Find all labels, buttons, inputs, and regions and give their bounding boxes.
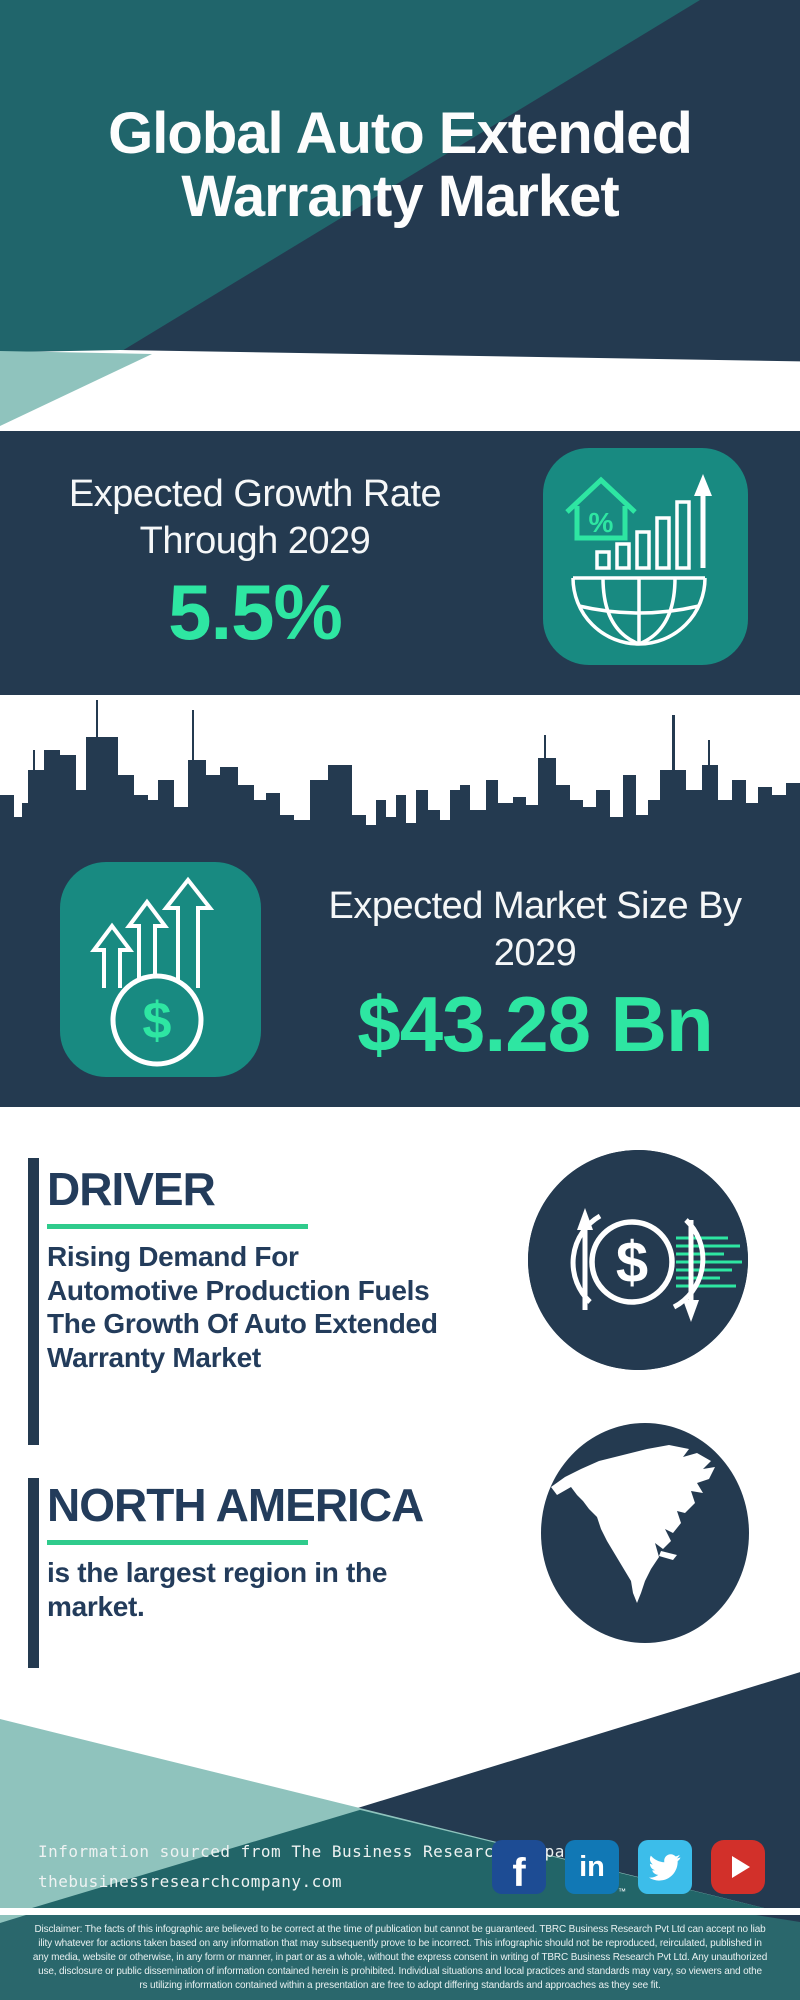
youtube-icon[interactable]	[711, 1840, 765, 1894]
growth-rate-card: Expected Growth Rate Through 2029 5.5% %	[0, 431, 800, 695]
svg-text:$: $	[143, 992, 172, 1050]
driver-text-line: Automotive Production Fuels	[47, 1274, 430, 1306]
disclaimer-line: rs utilizing information contained withi…	[139, 1979, 661, 1991]
disclaimer-band: Disclaimer: The facts of this infographi…	[0, 1915, 800, 2000]
page-title: Global Auto Extended Warranty Market	[108, 101, 693, 229]
linkedin-tm-mark: ™	[618, 1887, 626, 1896]
growth-rate-value: 5.5%	[168, 568, 343, 656]
driver-text: Rising Demand For Automotive Production …	[47, 1240, 507, 1374]
driver-accent-bar	[28, 1158, 39, 1445]
rising-arrows-dollar-icon: $	[60, 862, 261, 1077]
disclaimer-line: use, disclosure or public dissemination …	[38, 1965, 762, 1977]
market-size-card: $ Expected Market Size By 2029 $43.28 Bn	[0, 845, 800, 1107]
growth-rate-heading: Expected Growth Rate Through 2029	[68, 473, 442, 562]
driver-text-line: Rising Demand For	[47, 1241, 299, 1272]
footer-banner: Information sourced from The Business Re…	[0, 1640, 800, 1908]
svg-text:%: %	[589, 507, 614, 538]
north-america-text-line: market.	[47, 1590, 145, 1622]
north-america-text-line: is the largest region in the	[47, 1557, 388, 1588]
disclaimer-lightteal-sliver	[0, 1915, 26, 1923]
driver-text-line: Warranty Market	[47, 1341, 261, 1373]
disclaimer-line: ility whatever for actions taken based o…	[38, 1937, 762, 1949]
growth-globe-bars-arrow-icon: %	[543, 448, 748, 665]
north-america-underline	[47, 1540, 308, 1545]
disclaimer-line: any media, website or otherwise, in any …	[32, 1951, 768, 1963]
dollar-exchange-arrows-icon: $	[528, 1150, 748, 1370]
header-white-band	[0, 350, 800, 431]
linkedin-icon[interactable]: in ™	[565, 1840, 626, 1896]
driver-text-line: The Growth Of Auto Extended	[47, 1308, 438, 1339]
driver-label: DRIVER	[47, 1163, 216, 1215]
facebook-icon[interactable]: f	[492, 1840, 546, 1895]
driver-underline	[47, 1224, 308, 1229]
source-attribution: Information sourced from The Business Re…	[38, 1842, 586, 1861]
city-skyline-graphic	[0, 700, 800, 845]
source-website-link[interactable]: thebusinessresearchcompany.com	[38, 1872, 342, 1891]
twitter-icon[interactable]	[638, 1840, 692, 1894]
market-size-heading: Expected Market Size By 2029	[328, 885, 742, 974]
north-america-accent-bar	[28, 1478, 39, 1668]
north-america-label: NORTH AMERICA	[47, 1479, 424, 1531]
header-banner: Global Auto Extended Warranty Market	[0, 0, 800, 431]
north-america-map-icon	[541, 1423, 749, 1643]
north-america-text: is the largest region in the market.	[47, 1556, 507, 1623]
disclaimer-navy-sliver	[756, 1915, 800, 1922]
disclaimer-line: Disclaimer: The facts of this infographi…	[34, 1924, 766, 1935]
market-size-value: $43.28 Bn	[357, 980, 713, 1068]
svg-text:$: $	[616, 1230, 648, 1295]
